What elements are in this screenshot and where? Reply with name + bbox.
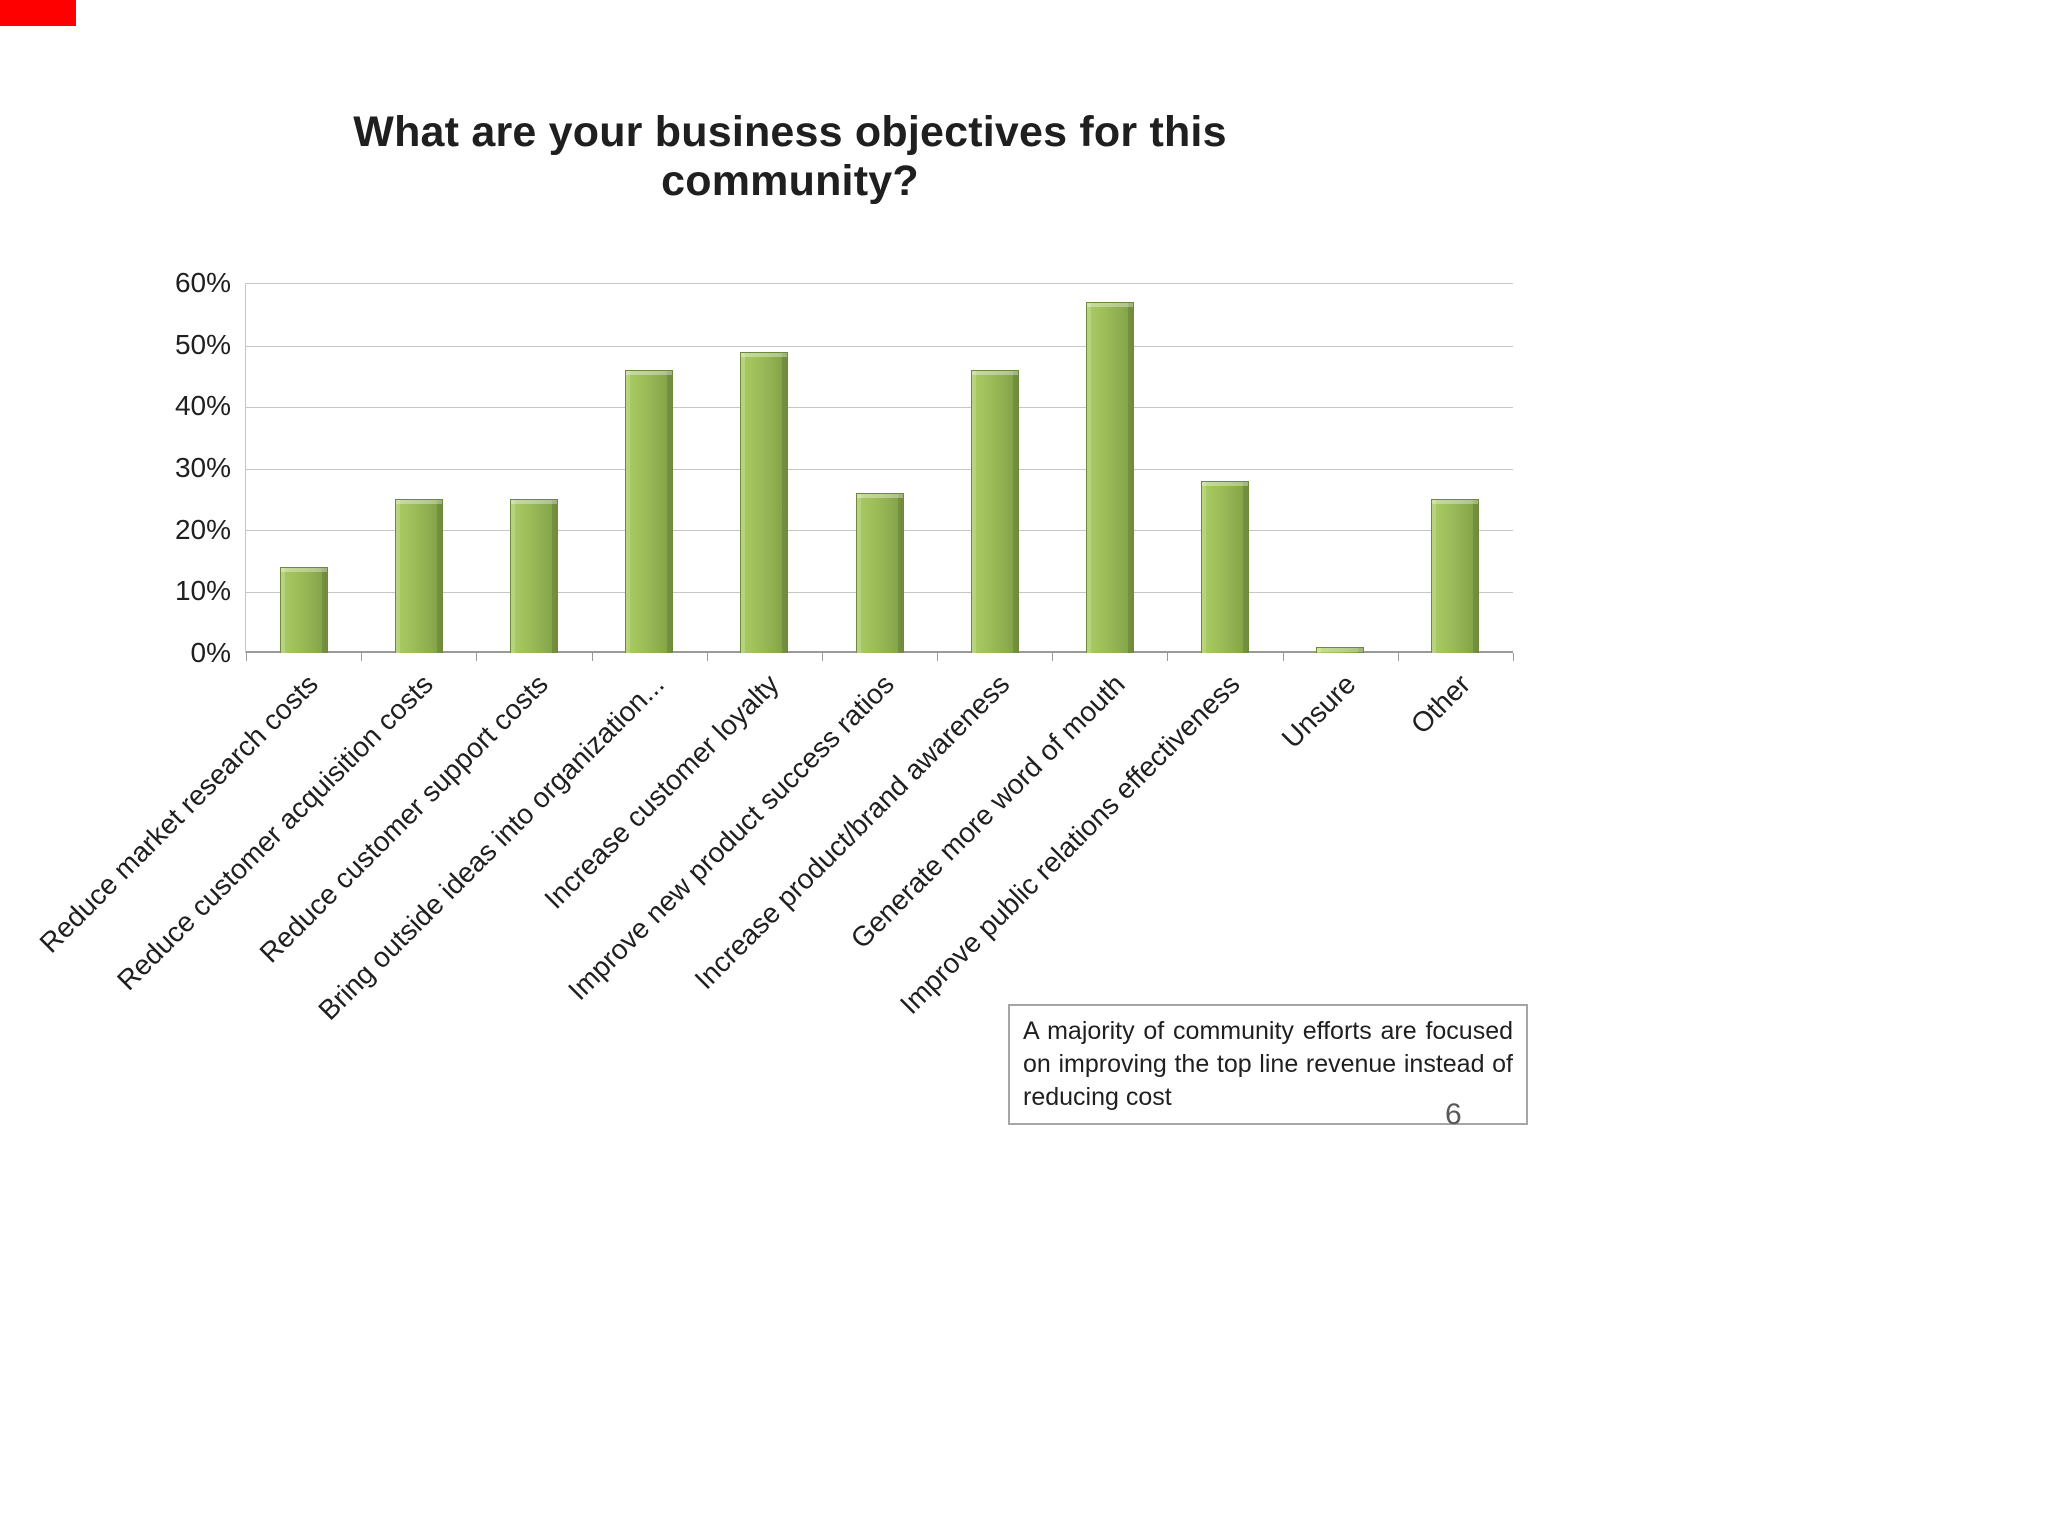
x-tick-mark — [476, 653, 478, 661]
y-tick-label-50: 50% — [174, 328, 231, 360]
x-tick-mark — [937, 653, 939, 661]
red-corner-mark — [0, 0, 76, 26]
y-tick-label-0: 0% — [190, 637, 231, 668]
y-tick-label-10: 10% — [174, 575, 231, 607]
bar-11 — [1431, 499, 1480, 653]
x-tick-mark — [246, 653, 247, 661]
y-tick-label-40: 40% — [174, 390, 231, 422]
bar-9 — [1201, 480, 1250, 653]
x-tick-mark — [361, 653, 363, 661]
annotation-box: A majority of community efforts are focu… — [1008, 1004, 1528, 1125]
x-category-label-11: Other — [1405, 668, 1477, 740]
x-category-label-5: Increase customer loyalty — [538, 668, 785, 915]
x-tick-mark — [821, 653, 823, 661]
bar-1 — [279, 566, 328, 653]
gridline-40 — [246, 407, 1513, 408]
gridline-30 — [246, 468, 1513, 470]
x-category-label-10: Unsure — [1275, 668, 1362, 755]
bar-10 — [1316, 646, 1365, 653]
x-tick-mark — [1282, 653, 1284, 661]
bar-4 — [625, 370, 674, 653]
bar-chart: 0% 10% 20% 30% 40% 50% 60% Reduce market resea… — [33, 269, 1514, 1026]
bar-7 — [970, 370, 1019, 653]
page-number: 6 — [1445, 1098, 1462, 1131]
bar-2 — [394, 499, 443, 653]
bar-8 — [1085, 302, 1134, 653]
y-tick-label-30: 30% — [174, 452, 231, 483]
bar-6 — [855, 493, 904, 653]
y-axis-labels: 0% 10% 20% 30% 40% 50% 60% — [175, 269, 1513, 667]
x-tick-mark — [1167, 653, 1169, 661]
plot-area — [245, 283, 1514, 661]
bar-3 — [509, 499, 558, 653]
y-tick-label-20: 20% — [174, 513, 231, 545]
x-tick-mark — [1397, 653, 1399, 661]
x-tick-mark — [706, 653, 708, 661]
y-tick-label-60: 60% — [174, 267, 231, 298]
x-tick-mark — [591, 653, 593, 661]
chart-title: What are your business objectives for th… — [353, 108, 1227, 205]
x-tick-mark — [1052, 653, 1054, 661]
bar-5 — [740, 351, 789, 653]
gridline-50 — [246, 345, 1513, 347]
x-tick-mark — [1513, 653, 1514, 661]
